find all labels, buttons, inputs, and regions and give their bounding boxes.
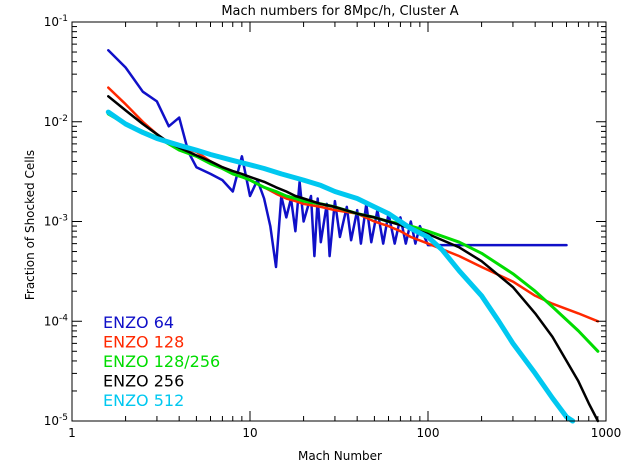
x-tick-label: 100 xyxy=(417,426,440,440)
y-tick-label: 10-2 xyxy=(44,114,68,129)
x-tick-label: 1000 xyxy=(591,426,622,440)
chart-title: Mach numbers for 8Mpc/h, Cluster A xyxy=(221,4,458,19)
legend-entry-5: ENZO 512 xyxy=(103,391,184,410)
y-axis-label: Fraction of Shocked Cells xyxy=(23,150,37,300)
legend-entry-4: ENZO 256 xyxy=(103,372,184,391)
axes-layer: 1 10 100 1000 10-1 10-2 10-3 10-4 10-5 xyxy=(44,14,622,440)
y-tick-label: 10-5 xyxy=(44,413,68,428)
series-line-5 xyxy=(105,109,576,424)
legend-entry-1: ENZO 64 xyxy=(103,313,174,332)
y-tick-label: 10-3 xyxy=(44,214,68,229)
x-tick-label: 1 xyxy=(68,426,76,440)
x-tick-label: 10 xyxy=(242,426,257,440)
series-line-4 xyxy=(107,95,600,423)
legend-entry-2: ENZO 128 xyxy=(103,333,184,352)
x-axis-label: Mach Number xyxy=(298,449,382,463)
series-line-3 xyxy=(106,112,600,353)
y-tick-label: 10-1 xyxy=(44,14,68,29)
y-tick-label: 10-4 xyxy=(44,313,69,328)
legend-entry-3: ENZO 128/256 xyxy=(103,352,220,371)
series-layer xyxy=(105,49,600,424)
